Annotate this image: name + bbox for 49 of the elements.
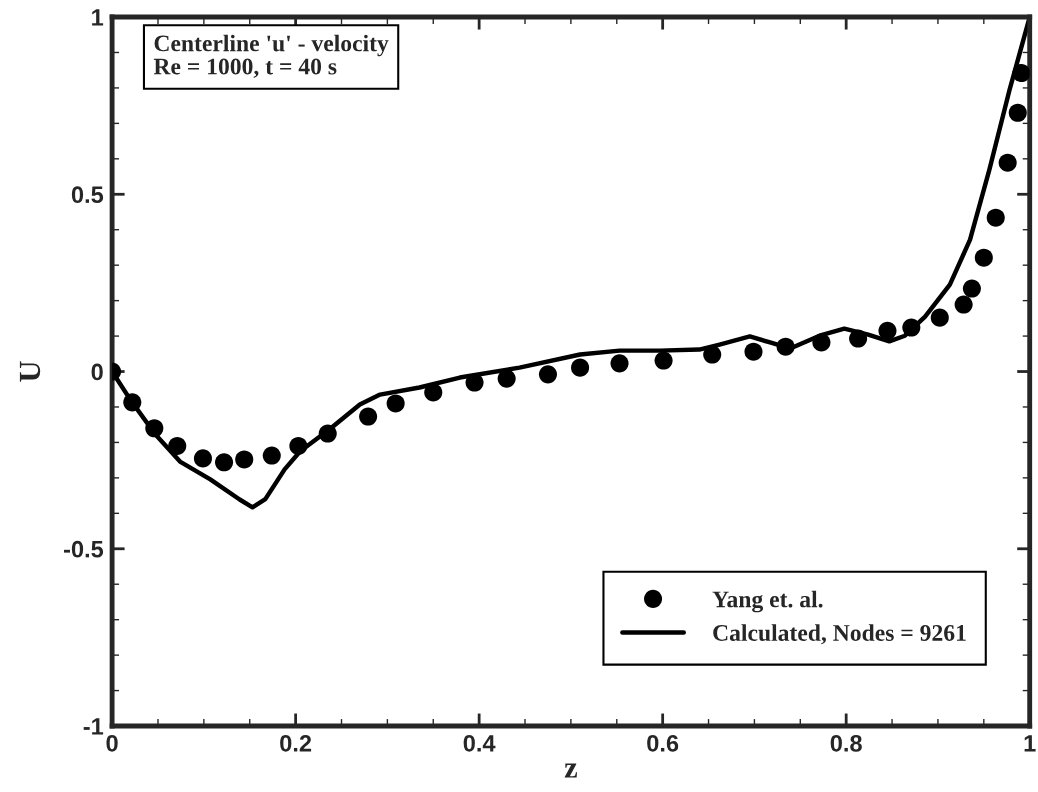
point	[902, 318, 921, 337]
point	[538, 365, 557, 384]
point	[359, 407, 378, 426]
point	[1012, 64, 1030, 83]
point	[703, 345, 722, 364]
y-axis-title: U	[19, 361, 41, 382]
point	[776, 337, 795, 356]
legend-label: Calculated, Nodes = 9261	[713, 624, 966, 645]
point	[1008, 103, 1027, 122]
point	[465, 373, 484, 392]
y-tick-label: -0.5	[64, 540, 104, 558]
x-tick-label: 0.4	[463, 734, 496, 752]
y-tick-label: 0	[91, 363, 103, 381]
y-tick-label: 1	[92, 9, 104, 26]
point	[123, 393, 142, 412]
x-tick-label: 0.2	[280, 734, 312, 752]
point	[497, 369, 516, 388]
x-axis-title: z	[564, 763, 578, 778]
point	[812, 333, 831, 352]
point	[654, 351, 673, 370]
y-tick-label: -1	[83, 718, 104, 735]
x-tick-label: 0.8	[830, 734, 862, 752]
x-tick-label: 1	[1024, 735, 1036, 752]
point	[930, 308, 949, 327]
point	[849, 329, 868, 348]
point	[998, 153, 1017, 172]
point	[386, 394, 405, 413]
point	[318, 424, 337, 443]
point	[878, 321, 897, 340]
point	[215, 453, 234, 472]
x-tick-label: 0.6	[647, 734, 679, 752]
point	[962, 279, 981, 298]
point	[424, 383, 443, 402]
legend-label: Yang et. al.	[712, 590, 823, 613]
y-tick-label: 0.5	[71, 186, 104, 204]
point	[744, 342, 763, 361]
point	[193, 449, 212, 468]
point	[168, 436, 187, 455]
point	[262, 446, 281, 465]
point	[289, 436, 308, 455]
point	[610, 354, 629, 373]
point	[974, 248, 993, 267]
x-tick-label: 0	[106, 734, 118, 752]
point	[954, 295, 973, 314]
point	[571, 358, 590, 377]
point	[235, 450, 254, 469]
point	[986, 208, 1005, 227]
annotation: Centerline 'u' - velocity Re = 1000, t = 40 s	[153, 34, 389, 78]
point	[145, 419, 164, 438]
